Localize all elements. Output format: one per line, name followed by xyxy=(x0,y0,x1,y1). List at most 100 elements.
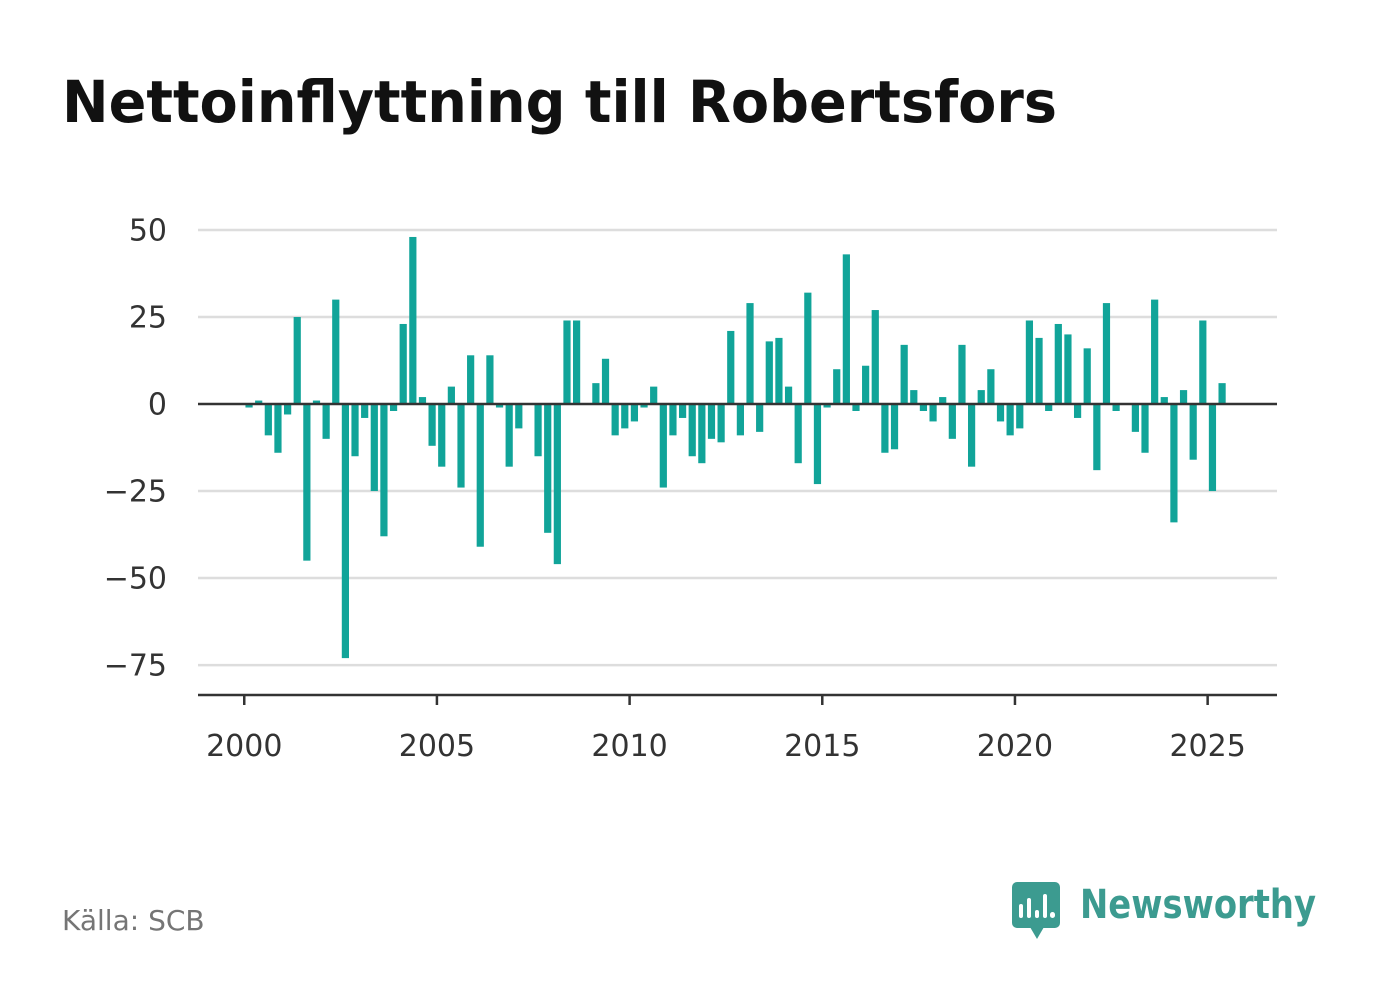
bar xyxy=(707,404,716,439)
bar xyxy=(1179,390,1188,405)
y-tick-label: 50 xyxy=(129,214,167,249)
bar xyxy=(467,355,475,405)
bar-series xyxy=(245,236,1226,659)
bar xyxy=(447,386,455,405)
bar xyxy=(1083,348,1091,405)
bar xyxy=(890,404,899,450)
bar xyxy=(284,404,292,415)
bar xyxy=(428,404,436,446)
bar xyxy=(505,404,513,467)
gridlines xyxy=(198,228,1277,667)
bar xyxy=(784,386,793,405)
bar xyxy=(1093,404,1101,471)
bar xyxy=(1112,404,1120,411)
bar xyxy=(303,404,311,561)
bar xyxy=(862,365,870,405)
bar xyxy=(736,404,744,436)
source-label: Källa: SCB xyxy=(62,904,205,937)
bar xyxy=(1006,404,1014,436)
bar xyxy=(361,404,369,418)
bar xyxy=(977,390,985,405)
plot-area: 50 25 0 −25 −50 −75 2000 2005 2010 2015 2020 2025 xyxy=(104,214,1277,764)
bar xyxy=(765,341,773,405)
bar xyxy=(1218,383,1226,405)
bar xyxy=(794,404,802,464)
bar xyxy=(775,337,783,405)
bar xyxy=(1045,404,1053,411)
x-tick-label: 2015 xyxy=(784,729,860,764)
y-tick-label: 25 xyxy=(129,301,167,336)
bar xyxy=(669,404,677,436)
bar xyxy=(274,404,282,453)
bar xyxy=(1073,404,1082,418)
y-tick-label: −75 xyxy=(104,649,167,684)
x-tick-label: 2020 xyxy=(977,729,1053,764)
bar xyxy=(341,404,349,659)
x-tick-label: 2000 xyxy=(206,729,282,764)
bar xyxy=(746,303,754,405)
newsworthy-logo-icon xyxy=(1012,882,1060,939)
y-axis: 50 25 0 −25 −50 −75 xyxy=(104,214,167,684)
bar xyxy=(650,386,658,405)
bar xyxy=(1199,320,1207,405)
bar xyxy=(1141,404,1149,453)
bar xyxy=(968,404,976,467)
bar xyxy=(939,397,947,405)
bar xyxy=(399,323,407,405)
bar xyxy=(688,404,696,457)
bar xyxy=(630,404,639,422)
bar xyxy=(1064,334,1072,405)
bar xyxy=(418,397,427,405)
bar xyxy=(380,404,388,537)
bar xyxy=(659,404,667,488)
bar xyxy=(958,344,966,405)
bar xyxy=(910,390,918,405)
bar xyxy=(332,299,340,405)
brand-name: Newsworthy xyxy=(1080,882,1316,928)
bar xyxy=(255,400,263,405)
bar xyxy=(534,404,542,457)
bar xyxy=(245,404,253,408)
bar xyxy=(1189,404,1197,460)
bar xyxy=(312,400,321,405)
bar xyxy=(515,404,523,429)
bar xyxy=(881,404,889,453)
bar xyxy=(389,404,398,411)
chart-title: Nettoinflyttning till Robertsfors xyxy=(62,68,1057,136)
y-tick-label: −50 xyxy=(104,562,167,597)
bar xyxy=(678,404,687,418)
bar xyxy=(813,404,822,485)
bar xyxy=(351,404,359,457)
bar xyxy=(438,404,446,467)
bar xyxy=(698,404,706,464)
bar xyxy=(1102,303,1111,405)
bar xyxy=(563,320,571,405)
bar xyxy=(601,358,610,405)
bar xyxy=(611,404,619,436)
bar xyxy=(919,404,928,411)
bar xyxy=(1208,404,1217,492)
bar xyxy=(573,320,581,405)
bar xyxy=(293,317,301,405)
bar xyxy=(1054,323,1062,405)
bar xyxy=(457,404,465,488)
brand-logo: Newsworthy xyxy=(1012,882,1316,939)
bar xyxy=(621,404,629,429)
bar xyxy=(1025,320,1034,405)
bar xyxy=(996,404,1005,422)
bar xyxy=(987,369,995,405)
bar xyxy=(756,404,764,432)
bar xyxy=(409,236,417,405)
bar xyxy=(900,344,908,405)
bar xyxy=(476,404,484,547)
bar xyxy=(823,404,831,408)
bar xyxy=(553,404,561,565)
x-axis: 2000 2005 2010 2015 2020 2025 xyxy=(198,693,1277,764)
bar xyxy=(544,404,552,533)
bar xyxy=(640,404,648,408)
bar xyxy=(1170,404,1178,523)
bar xyxy=(717,404,725,443)
bar xyxy=(592,383,600,405)
